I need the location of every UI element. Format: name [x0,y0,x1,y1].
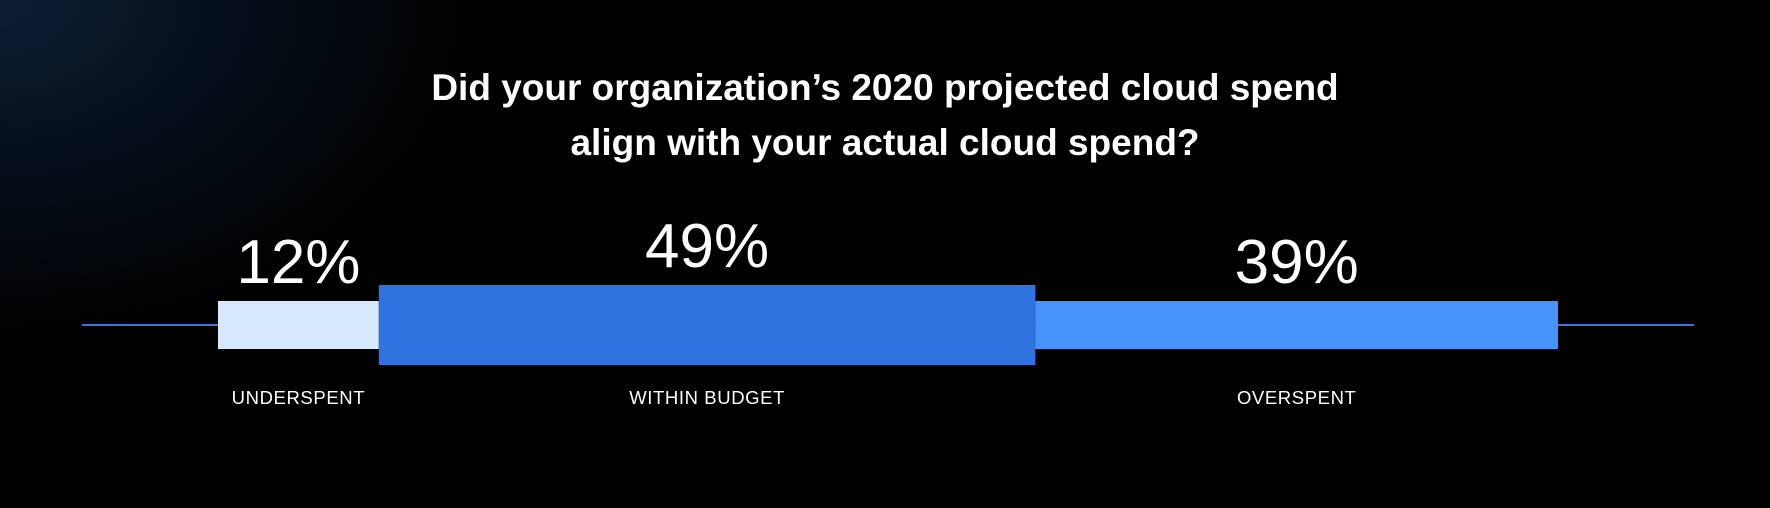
category-label-within-budget: WITHIN BUDGET [629,387,785,408]
value-label-within-budget: 49% [645,212,769,281]
bar-group [218,285,1558,365]
value-label-underspent: 12% [236,228,360,297]
value-label-group: 12% 49% 39% [236,212,1358,297]
chart-title-line-2: align with your actual cloud spend? [570,122,1200,163]
category-label-overspent: OVERSPENT [1237,387,1357,408]
bar-overspent [1035,301,1558,349]
chart-title-line-1: Did your organization’s 2020 projected c… [431,67,1339,108]
bar-underspent [218,301,379,349]
chart-title: Did your organization’s 2020 projected c… [0,60,1770,170]
category-label-underspent: UNDERSPENT [232,387,365,408]
bar-within-budget [378,285,1036,365]
category-label-group: UNDERSPENT WITHIN BUDGET OVERSPENT [232,387,1357,408]
value-label-overspent: 39% [1235,228,1359,297]
